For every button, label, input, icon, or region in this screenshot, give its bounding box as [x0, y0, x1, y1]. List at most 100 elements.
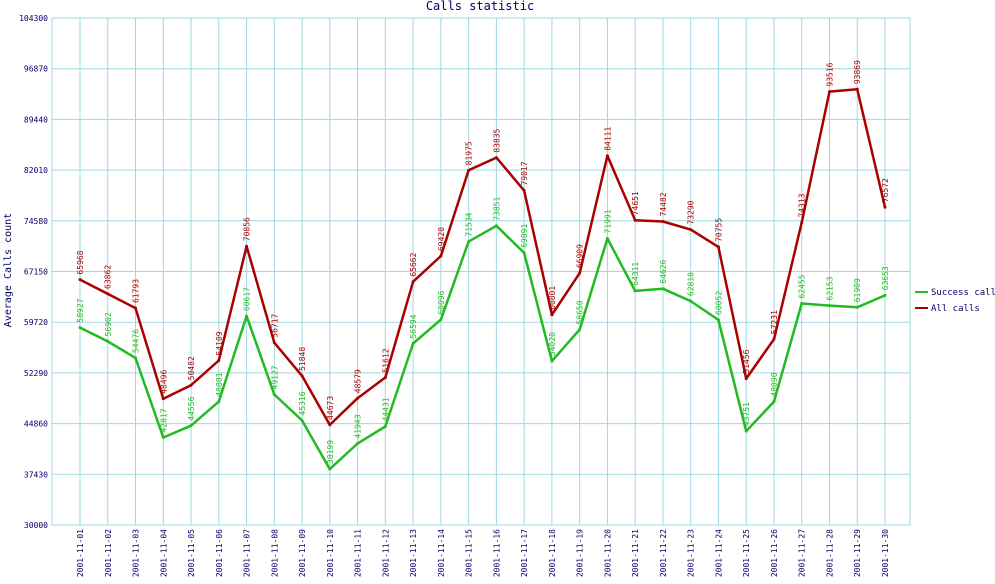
x-tick-label: 2001-11-24 — [714, 529, 723, 577]
data-point — [716, 318, 720, 322]
data-label: 84111 — [603, 126, 612, 150]
data-point — [605, 154, 609, 158]
data-label: 48496 — [159, 370, 168, 394]
data-label: 50482 — [187, 356, 196, 380]
data-point — [189, 383, 193, 387]
data-point — [494, 156, 498, 160]
data-point — [689, 299, 693, 303]
x-tick-label: 2001-11-08 — [270, 529, 279, 577]
y-tick-label: 104300 — [19, 14, 48, 23]
data-label: 76572 — [881, 178, 890, 202]
x-tick-label: 2001-11-09 — [298, 529, 307, 577]
data-label: 54476 — [132, 329, 141, 353]
x-tick-label: 2001-11-18 — [548, 529, 557, 577]
data-point — [134, 356, 138, 360]
data-label: 73851 — [492, 197, 501, 221]
legend-label: All calls — [931, 304, 980, 314]
data-point — [272, 392, 276, 396]
data-point — [578, 328, 582, 332]
data-label: 81975 — [465, 141, 474, 165]
data-label: 44673 — [326, 396, 335, 420]
data-label: 71991 — [603, 209, 612, 233]
y-tick-label: 67150 — [24, 268, 48, 277]
data-point — [328, 467, 332, 471]
data-point — [467, 168, 471, 172]
data-label: 48090 — [770, 372, 779, 396]
data-label: 71534 — [465, 212, 474, 236]
y-tick-label: 44860 — [24, 420, 48, 429]
data-label: 48579 — [354, 369, 363, 393]
y-tick-label: 74580 — [24, 217, 48, 226]
data-label: 54020 — [548, 332, 557, 356]
data-point — [661, 219, 665, 223]
x-tick-label: 2001-11-12 — [381, 529, 390, 577]
x-tick-label: 2001-11-16 — [492, 529, 501, 577]
data-point — [661, 287, 665, 291]
data-label: 74313 — [798, 193, 807, 217]
data-label: 64626 — [659, 259, 668, 283]
x-tick-label: 2001-11-14 — [437, 529, 446, 577]
axis-labels: 30000 37430 44860 52290 59720 67150 74580 82010… — [19, 14, 890, 577]
data-label: 65968 — [76, 250, 85, 274]
series-line — [79, 87, 887, 427]
data-label: 38199 — [326, 440, 335, 464]
data-label: 56594 — [409, 314, 418, 338]
data-label: 83835 — [492, 128, 501, 152]
x-tick-label: 2001-11-15 — [465, 529, 474, 577]
data-label: 60096 — [437, 290, 446, 314]
x-tick-label: 2001-11-29 — [853, 529, 862, 577]
x-tick-label: 2001-11-04 — [159, 529, 168, 577]
data-point — [633, 218, 637, 222]
data-point — [716, 245, 720, 249]
data-point — [633, 289, 637, 293]
data-point — [328, 423, 332, 427]
data-point — [578, 271, 582, 275]
y-tick-label: 59720 — [24, 318, 48, 327]
data-point — [217, 400, 221, 404]
data-label: 48081 — [215, 372, 224, 396]
grid — [51, 17, 911, 526]
y-tick-label: 96870 — [24, 65, 48, 74]
data-label: 70755 — [714, 218, 723, 242]
data-label: 44556 — [187, 396, 196, 420]
data-label: 74482 — [659, 192, 668, 216]
data-label: 93516 — [825, 62, 834, 86]
x-tick-label: 2001-11-17 — [520, 529, 529, 577]
data-point — [772, 337, 776, 341]
data-point — [772, 400, 776, 404]
data-point — [245, 244, 249, 248]
x-tick-label: 2001-11-28 — [825, 529, 834, 577]
data-point — [827, 304, 831, 308]
data-label: 49127 — [270, 365, 279, 389]
data-point — [522, 251, 526, 255]
data-label: 56717 — [270, 313, 279, 337]
data-label: 51612 — [381, 348, 390, 372]
data-point — [827, 90, 831, 94]
x-tick-label: 2001-11-11 — [354, 529, 363, 577]
data-labels: 58927 56902 54476 42817 44556 48081 60617 49127… — [76, 60, 890, 464]
data-point — [161, 397, 165, 401]
x-tick-label: 2001-11-03 — [132, 529, 141, 577]
x-tick-label: 2001-11-22 — [659, 529, 668, 577]
data-point — [411, 342, 415, 346]
data-label: 66909 — [576, 244, 585, 268]
data-point — [161, 436, 165, 440]
data-point — [217, 358, 221, 362]
y-tick-label: 30000 — [24, 521, 48, 530]
x-tick-label: 2001-11-26 — [770, 529, 779, 577]
data-label: 51456 — [742, 349, 751, 373]
chart-title: Calls statistic — [426, 0, 534, 13]
data-label: 57231 — [770, 310, 779, 334]
data-point — [383, 376, 387, 380]
data-label: 58927 — [76, 298, 85, 322]
y-tick-label: 52290 — [24, 369, 48, 378]
y-tick-label: 82010 — [24, 166, 48, 175]
x-tick-label: 2001-11-19 — [576, 529, 585, 577]
data-label: 65662 — [409, 252, 418, 276]
data-point — [356, 396, 360, 400]
x-tick-label: 2001-11-23 — [687, 529, 696, 577]
x-tick-label: 2001-11-13 — [409, 529, 418, 577]
data-label: 41943 — [354, 414, 363, 438]
data-point — [883, 293, 887, 297]
